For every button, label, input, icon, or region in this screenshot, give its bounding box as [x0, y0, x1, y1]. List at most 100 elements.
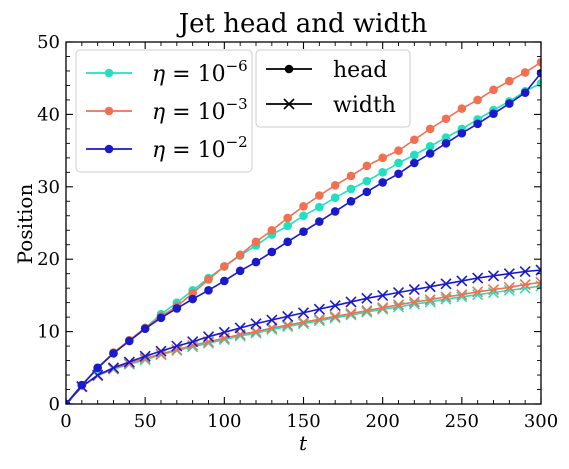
width-point-series-2-14 — [282, 319, 294, 331]
head-point-series-2-25 — [457, 104, 467, 113]
head-point-series-1-16 — [315, 202, 324, 212]
head-point-series-2-24 — [441, 114, 451, 124]
head-point-series-3-4 — [125, 336, 134, 346]
head-point-series-2-27 — [489, 85, 498, 95]
y-axis-label: Position — [13, 184, 37, 265]
width-point-series-2-26 — [472, 286, 484, 298]
width-point-series-3-5 — [139, 350, 151, 362]
legend-series-label-2: η = 10−3 — [152, 95, 248, 125]
head-point-series-3-6 — [156, 313, 166, 323]
y-tick-label-50: 50 — [37, 32, 60, 53]
head-point-series-1-18 — [346, 184, 356, 194]
head-point-series-3-29 — [520, 88, 530, 97]
y-tick-label-20: 20 — [37, 249, 60, 270]
width-point-series-3-10 — [218, 326, 230, 338]
legend-style-label-head: head — [333, 58, 387, 83]
width-point-series-2-27 — [487, 284, 500, 296]
head-point-series-3-23 — [425, 149, 435, 158]
width-point-series-3-14 — [282, 310, 294, 322]
width-point-series-3-8 — [187, 336, 199, 348]
head-point-series-3-26 — [473, 119, 482, 129]
head-point-series-2-21 — [394, 146, 403, 155]
legend-style-label-width: width — [333, 93, 396, 118]
head-point-series-3-21 — [394, 169, 403, 179]
head-point-series-2-23 — [425, 124, 435, 134]
x-tick-label-0: 0 — [60, 411, 71, 432]
head-point-series-2-29 — [520, 68, 530, 77]
width-point-series-1-13 — [266, 323, 278, 335]
plot-area — [66, 57, 541, 404]
width-point-series-3-19 — [361, 292, 373, 304]
width-point-series-1-19 — [361, 306, 373, 318]
head-point-series-2-16 — [315, 191, 324, 200]
head-point-series-1-21 — [394, 158, 403, 168]
head-point-series-2-30 — [536, 57, 541, 67]
width-line-series-2 — [66, 281, 541, 404]
width-point-series-3-18 — [345, 296, 357, 308]
y-tick-label-30: 30 — [37, 177, 60, 198]
width-point-series-3-23 — [424, 281, 436, 293]
head-point-series-2-12 — [251, 237, 261, 247]
head-point-series-3-24 — [441, 139, 451, 148]
x-tick-label-50: 50 — [134, 411, 157, 432]
head-point-series-1-22 — [410, 150, 419, 160]
head-point-series-1-17 — [330, 193, 340, 202]
head-point-series-3-28 — [505, 99, 514, 108]
head-point-series-3-11 — [235, 266, 245, 276]
head-point-series-3-3 — [109, 349, 118, 358]
width-point-series-3-26 — [472, 272, 484, 284]
legend-series: η = 10−6 η = 10−3 η = 10−2 — [75, 49, 253, 173]
width-point-series-2-22 — [408, 296, 420, 308]
head-point-series-1-23 — [425, 141, 435, 151]
width-point-series-2-16 — [313, 313, 325, 325]
head-point-series-3-1 — [77, 380, 87, 390]
legend-style: head width — [255, 49, 411, 128]
head-point-series-3-18 — [346, 196, 356, 206]
width-point-series-3-28 — [503, 268, 515, 280]
width-point-series-2-15 — [297, 316, 310, 328]
width-point-series-1-12 — [250, 327, 262, 339]
head-point-series-3-27 — [489, 109, 498, 118]
head-point-series-2-18 — [346, 171, 356, 181]
head-point-series-3-10 — [220, 276, 229, 286]
width-point-series-2-17 — [329, 310, 341, 322]
legend-series-swatch-marker-2 — [104, 106, 114, 116]
width-point-series-3-9 — [202, 331, 215, 343]
head-point-series-1-19 — [362, 176, 372, 186]
width-point-series-2-29 — [519, 278, 531, 291]
head-point-series-2-15 — [299, 202, 308, 211]
head-point-series-2-22 — [410, 135, 419, 145]
legend-series-swatch-marker-1 — [104, 68, 114, 78]
head-point-series-2-26 — [473, 95, 482, 105]
width-point-series-1-15 — [297, 318, 310, 330]
legend-series-label-1: η = 10−6 — [152, 57, 248, 87]
width-point-series-1-17 — [329, 312, 341, 324]
head-point-series-1-20 — [378, 168, 387, 177]
width-point-series-2-28 — [503, 281, 515, 294]
width-point-series-2-25 — [456, 289, 468, 301]
width-point-series-1-16 — [313, 315, 325, 327]
head-point-series-3-15 — [299, 227, 308, 236]
head-point-series-3-17 — [330, 207, 340, 216]
width-point-series-3-16 — [313, 303, 325, 315]
width-point-series-2-30 — [535, 276, 541, 288]
head-point-series-2-17 — [330, 181, 340, 190]
legend-series-box — [75, 49, 253, 173]
head-point-series-3-25 — [457, 128, 467, 138]
width-point-series-3-3 — [107, 362, 120, 374]
axes: 0 50 100 150 200 250 300 0 10 20 30 40 50 — [37, 32, 558, 432]
width-point-series-3-15 — [297, 307, 310, 319]
head-point-series-3-8 — [188, 294, 197, 304]
data-group — [66, 57, 541, 404]
width-point-series-1-18 — [345, 309, 357, 321]
width-point-series-3-21 — [392, 286, 405, 299]
head-point-series-3-20 — [378, 178, 387, 187]
width-point-series-2-13 — [266, 322, 278, 334]
head-point-series-3-14 — [283, 237, 292, 247]
head-point-series-2-19 — [362, 161, 372, 171]
width-point-series-3-13 — [266, 314, 278, 326]
head-point-series-3-5 — [140, 324, 150, 334]
width-point-series-3-7 — [171, 340, 183, 352]
width-point-series-1-5 — [139, 354, 151, 366]
